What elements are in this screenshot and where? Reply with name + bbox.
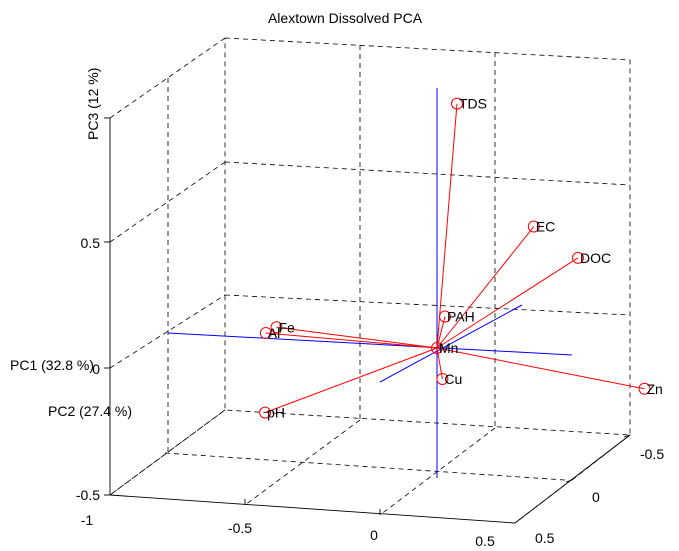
loading-vector-zn [436,347,645,390]
pc-axis-lines [167,88,573,478]
point-pah [439,310,451,323]
point-label-ph: pH [267,405,285,421]
loading-markers [259,97,651,419]
z-tick-label: 0.5 [81,235,101,251]
point-label-pah: PAH [447,309,475,325]
point-ec [527,220,540,233]
point-label-ec: EC [536,219,555,235]
point-al [259,327,272,340]
point-label-doc: DOC [580,250,611,266]
point-cu [436,372,449,385]
point-zn [638,382,651,395]
loading-vector-doc [436,257,579,349]
y-tick-label: 0 [592,489,600,505]
point-label-zn: Zn [647,381,663,397]
point-fe [270,321,283,334]
tick-labels: 0.5 0 -0.5 -1 -0.5 0 0.5 -0.5 0 0.5 [76,235,664,549]
point-tds [451,97,463,110]
point-label-cu: Cu [444,371,462,387]
loading-vectors [264,103,645,414]
z-tick-label: 0 [92,361,100,377]
loading-vector-al [265,332,438,349]
y-axis-label: PC2 (27.4 %) [48,403,132,419]
x-tick-label: 0.5 [475,533,495,549]
grid-lines [109,37,631,524]
point-label-al: Al [268,325,280,341]
point-ph [259,406,272,419]
y-tick-label: 0.5 [535,530,555,546]
axes-frame [104,117,631,524]
point-label-fe: Fe [279,319,296,335]
x-tick-label: -0.5 [228,520,252,536]
loading-vector-ph [264,347,438,414]
x-tick-label: 0 [370,527,378,543]
z-axis-label: PC3 (12 %) [85,68,101,140]
point-doc [572,251,584,264]
point-label-tds: TDS [459,96,487,112]
chart-title: Alextown Dissolved PCA [268,10,423,26]
z-tick-label: -0.5 [76,487,100,503]
loading-vector-fe [276,326,438,349]
y-tick-label: -0.5 [640,446,664,462]
x-tick-label: -1 [81,512,94,528]
point-label-mn: Mn [439,340,458,356]
x-axis-label: PC1 (32.8 %) [10,357,94,373]
axis-labels: PC3 (12 %) PC1 (32.8 %) PC2 (27.4 %) [10,68,132,419]
loading-vector-tds [436,103,458,349]
point-mn [431,342,443,354]
loading-vector-ec [436,226,535,349]
